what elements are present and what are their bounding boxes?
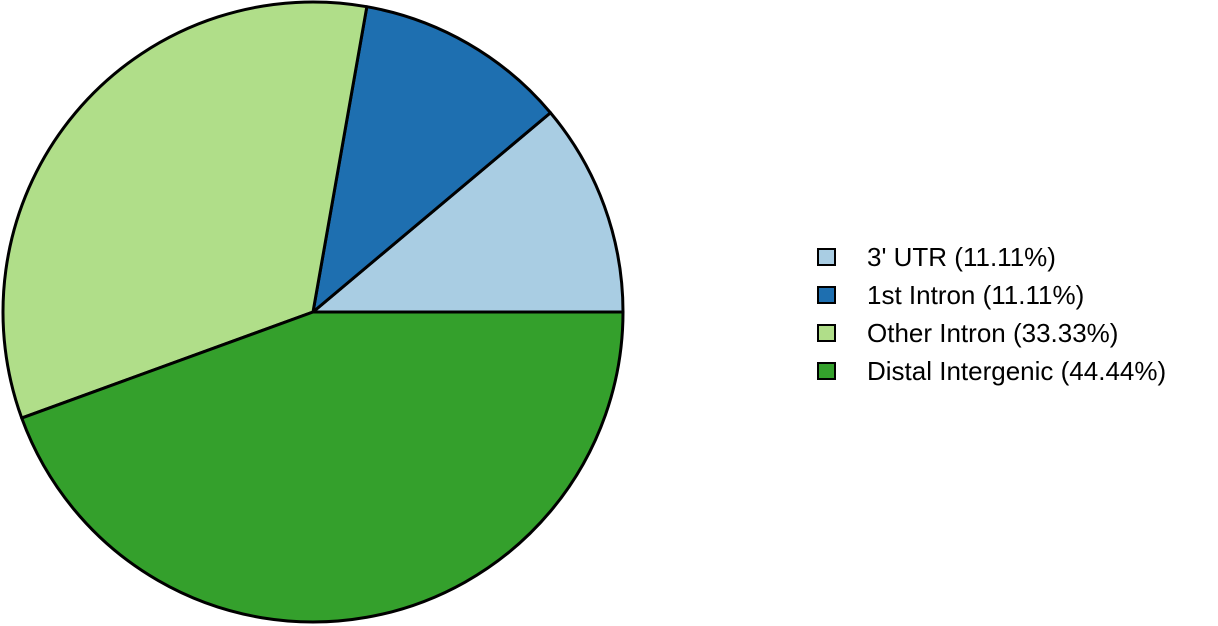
legend-item-other-intron[interactable]: Other Intron (33.33%): [817, 314, 1217, 352]
pie-slice-group: [1, 0, 625, 624]
chart-legend: 3' UTR (11.11%) 1st Intron (11.11%) Othe…: [817, 238, 1217, 390]
pie-chart-plot-area: [1, 0, 625, 624]
legend-swatch-distal-intergenic: [817, 362, 836, 380]
legend-label-distal-intergenic: Distal Intergenic (44.44%): [867, 356, 1167, 386]
legend-swatch-3-utr: [817, 248, 836, 266]
pie-slice-distal-intergenic[interactable]: [20, 310, 625, 624]
pie-slice-other-intron[interactable]: [1, 0, 369, 420]
legend-label-other-intron: Other Intron (33.33%): [867, 318, 1119, 348]
legend-swatch-other-intron: [817, 324, 836, 342]
legend-label-1st-intron: 1st Intron (11.11%): [867, 280, 1085, 310]
legend-label-3-utr: 3' UTR (11.11%): [867, 242, 1056, 272]
pie-slice-3-utr[interactable]: [311, 111, 625, 314]
legend-item-3-utr[interactable]: 3' UTR (11.11%): [817, 238, 1217, 276]
legend-swatch-1st-intron: [817, 286, 836, 304]
legend-item-1st-intron[interactable]: 1st Intron (11.11%): [817, 276, 1217, 314]
legend-item-distal-intergenic[interactable]: Distal Intergenic (44.44%): [817, 352, 1217, 390]
pie-slice-1st-intron[interactable]: [311, 5, 552, 314]
pie-chart-svg: [1, 0, 625, 624]
